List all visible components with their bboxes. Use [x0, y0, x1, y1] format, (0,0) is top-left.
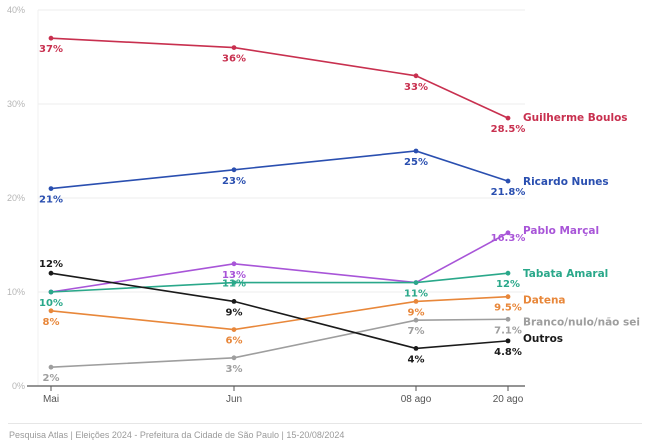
- data-point: [505, 316, 511, 322]
- series-line: [50, 318, 509, 368]
- data-label: 12%: [496, 279, 520, 290]
- series-branco-nulo-n-o-sei: 2% 3% 7% 7.1%Branco/nulo/não sei: [43, 316, 641, 384]
- footer-source: Pesquisa Atlas | Eleições 2024 - Prefeit…: [9, 430, 345, 440]
- data-label: 21.8%: [491, 187, 526, 198]
- data-label: 13%: [222, 270, 246, 281]
- series-ricardo-nunes: 21% 23% 25% 21.8%Ricardo Nunes: [39, 148, 609, 206]
- x-tick-label: Mai: [43, 394, 59, 405]
- data-label: 10%: [39, 298, 63, 309]
- series-line: [50, 37, 509, 119]
- data-label: 6%: [226, 336, 243, 347]
- data-point: [413, 73, 419, 79]
- series-line: [50, 295, 509, 331]
- x-tick-label: Jun: [226, 394, 242, 405]
- data-label: 21%: [39, 195, 63, 206]
- series-line: [50, 232, 509, 293]
- data-label: 7.1%: [494, 325, 522, 336]
- data-label: 28.5%: [491, 124, 526, 135]
- x-axis: Mai Jun 08 ago 20 ago: [27, 385, 525, 405]
- data-label: 9%: [226, 307, 243, 318]
- series-name-label: Guilherme Boulos: [523, 112, 628, 124]
- series-outros: 12% 9% 4% 4.8%Outros: [39, 259, 563, 365]
- series-line: [50, 272, 509, 350]
- data-point: [231, 45, 237, 50]
- data-label: 9%: [408, 307, 425, 318]
- series-name-label: Datena: [523, 295, 566, 307]
- data-label: 8%: [43, 317, 60, 328]
- series-line: [50, 150, 509, 190]
- data-point: [48, 289, 54, 295]
- data-point: [48, 35, 54, 41]
- series-name-label: Outros: [523, 333, 563, 345]
- data-point: [413, 317, 419, 323]
- line-chart: 0% 10% 20% 30% 40% Mai Jun 08 ago 20 ago 37% 36%…: [7, 5, 641, 405]
- grid: [37, 9, 525, 386]
- data-point: [48, 364, 54, 370]
- data-point: [505, 178, 511, 184]
- data-point: [231, 167, 237, 173]
- data-label: 11%: [404, 289, 428, 300]
- series-line: [50, 272, 509, 293]
- y-tick-label: 40%: [7, 5, 25, 15]
- data-point: [505, 230, 511, 236]
- data-label: 36%: [222, 54, 246, 65]
- data-point: [231, 299, 237, 304]
- data-label: 9.5%: [494, 303, 522, 314]
- data-point: [231, 261, 237, 267]
- data-point: [505, 338, 511, 344]
- series-layer: 37%36%33%28.5%Guilherme Boulos21%23%25%2…: [39, 35, 641, 384]
- series-name-label: Pablo Marçal: [523, 225, 599, 237]
- data-label: 16.3%: [491, 233, 526, 244]
- y-tick-label: 0%: [12, 381, 25, 391]
- series-guilherme-boulos: 37% 36% 33% 28.5%Guilherme Boulos: [39, 35, 628, 135]
- data-label: 23%: [222, 176, 246, 187]
- y-tick-label: 20%: [7, 193, 25, 203]
- data-label: 37%: [39, 44, 63, 55]
- data-point: [505, 270, 511, 276]
- data-point: [413, 346, 419, 351]
- data-point: [231, 327, 237, 332]
- data-point: [413, 280, 419, 285]
- data-label: 3%: [226, 364, 243, 375]
- y-axis: 0% 10% 20% 30% 40%: [7, 5, 25, 391]
- footer-divider: [8, 423, 642, 424]
- series-datena: 8% 6% 9% 9.5%Datena: [43, 294, 566, 347]
- data-point: [505, 294, 511, 300]
- y-tick-label: 30%: [7, 99, 25, 109]
- data-label: 33%: [404, 82, 428, 93]
- data-label: 4%: [408, 354, 425, 365]
- data-point: [48, 270, 54, 276]
- series-name-label: Tabata Amaral: [523, 268, 608, 280]
- series-name-label: Branco/nulo/não sei: [523, 316, 640, 328]
- series-name-label: Ricardo Nunes: [523, 176, 609, 188]
- data-point: [48, 186, 54, 192]
- data-label: 25%: [404, 157, 428, 168]
- data-point: [231, 280, 237, 285]
- x-tick-label: 20 ago: [493, 394, 524, 405]
- data-point: [505, 115, 511, 121]
- x-tick-label: 08 ago: [401, 394, 432, 405]
- data-label: 12%: [39, 259, 63, 270]
- data-label: 2%: [43, 373, 60, 384]
- y-tick-label: 10%: [7, 287, 25, 297]
- data-label: 7%: [408, 326, 425, 337]
- data-point: [413, 299, 419, 304]
- data-label: 11%: [222, 279, 246, 290]
- data-label: 4.8%: [494, 347, 522, 358]
- data-point: [231, 355, 237, 361]
- data-point: [48, 308, 54, 314]
- data-point: [413, 148, 419, 154]
